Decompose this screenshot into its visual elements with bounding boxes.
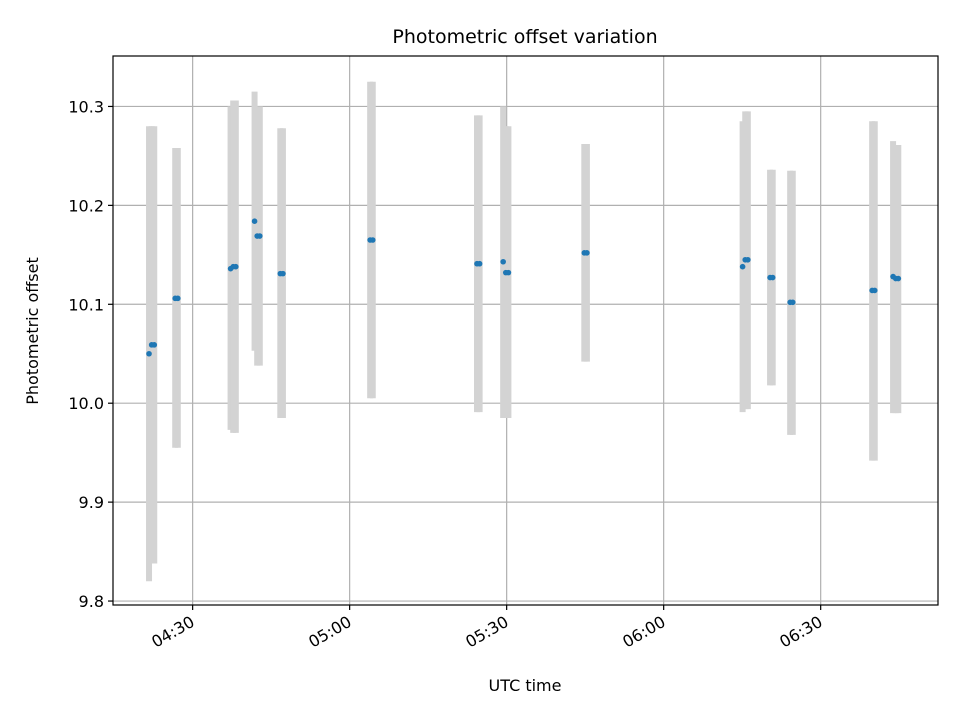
- x-tick-label: 04:30: [148, 612, 197, 652]
- data-point: [175, 295, 181, 302]
- chart-title: Photometric offset variation: [392, 26, 657, 48]
- data-point: [584, 250, 590, 256]
- data-point: [476, 260, 483, 267]
- data-point: [251, 218, 258, 224]
- data-point: [257, 233, 263, 239]
- data-point: [146, 350, 152, 357]
- y-tick-label: 9.9: [79, 493, 104, 512]
- x-tick-label: 06:00: [619, 612, 668, 652]
- plot-frame: [112, 55, 939, 606]
- data-points: [146, 218, 902, 357]
- data-point: [745, 256, 751, 263]
- y-tick-label: 10.0: [68, 394, 104, 413]
- y-tick-label: 9.8: [79, 592, 104, 611]
- x-tick-label: 05:30: [462, 612, 511, 652]
- data-point: [233, 263, 239, 270]
- y-axis-label: Photometric offset: [23, 257, 42, 405]
- data-point: [769, 274, 776, 281]
- data-point: [500, 258, 506, 265]
- data-point: [739, 263, 746, 270]
- y-tick-label: 10.2: [68, 196, 104, 215]
- data-point: [871, 287, 878, 294]
- data-point: [369, 237, 376, 243]
- error-bars: [146, 81, 902, 582]
- data-point: [789, 299, 796, 306]
- data-point: [505, 269, 512, 276]
- x-tick-label: 05:00: [305, 612, 354, 652]
- x-tick-label: 06:30: [776, 612, 825, 652]
- y-tick-label: 10.1: [68, 295, 104, 314]
- data-point: [280, 270, 286, 277]
- x-axis-label: UTC time: [489, 676, 562, 695]
- y-tick-label: 10.3: [68, 97, 104, 116]
- y-axis-ticks: 9.8 9.9 10.0 10.1 10.2 10.3: [68, 97, 113, 611]
- x-axis-ticks: 04:30 05:00 05:30 06:00 06:30: [148, 605, 826, 652]
- data-point: [895, 275, 902, 282]
- data-point: [151, 342, 158, 348]
